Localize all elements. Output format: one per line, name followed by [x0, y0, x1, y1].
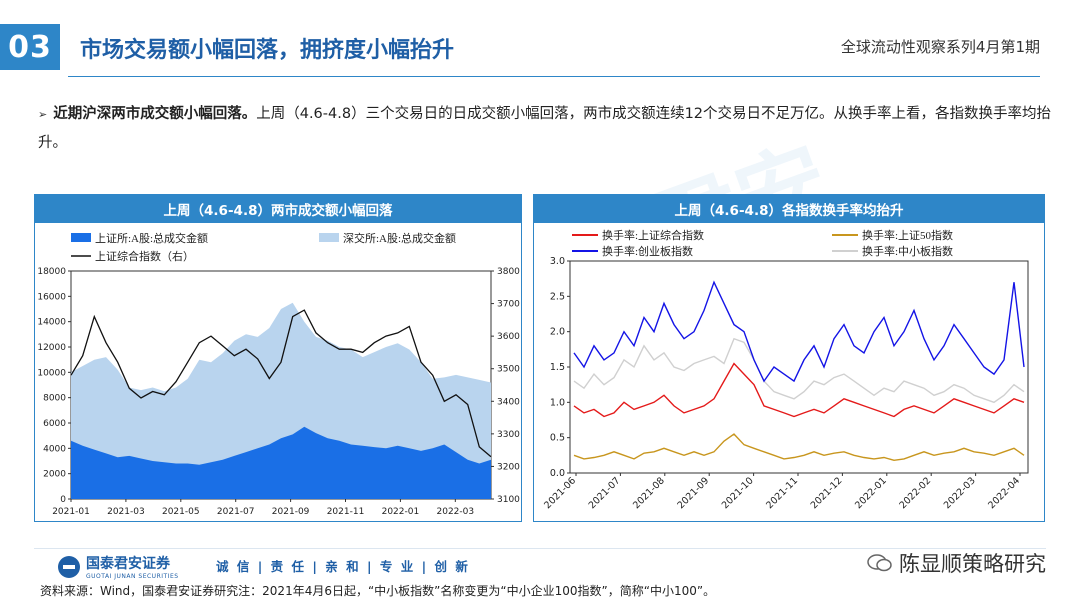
y-left-tick-label: 0 — [60, 495, 66, 505]
y-tick-label: 1.0 — [550, 397, 565, 408]
x-tick-label: 2021-08 — [631, 475, 667, 511]
page-title: 市场交易额小幅回落，拥挤度小幅抬升 — [80, 38, 455, 63]
x-tick-label: 2021-09 — [272, 507, 310, 517]
logo-english: GUOTAI JUNAN SECURITIES — [86, 573, 179, 580]
y-left-tick-label: 16000 — [37, 292, 66, 302]
x-tick-label: 2022-04 — [986, 475, 1022, 511]
y-left-tick-label: 12000 — [37, 343, 66, 353]
series-zx-turnover — [573, 337, 1025, 404]
y-tick-label: 3.0 — [550, 256, 565, 267]
legend-sh-label: 换手率:上证综合指数 — [602, 228, 704, 242]
x-tick-label: 2022-02 — [897, 475, 933, 511]
series-sh-area — [71, 426, 491, 499]
y-right-tick-label: 3400 — [497, 397, 520, 407]
y-right-tick-label: 3800 — [497, 267, 520, 277]
header-divider — [68, 76, 1040, 77]
report-series: 全球流动性观察系列4月第1期 — [840, 38, 1040, 56]
x-tick-label: 2021-07 — [217, 507, 255, 517]
series-sh-turnover — [573, 362, 1025, 418]
bullet-arrow-icon: ➢ — [38, 108, 48, 121]
y-right-tick-label: 3300 — [497, 430, 520, 440]
x-tick-label: 2021-05 — [162, 507, 200, 517]
y-left-tick-label: 4000 — [43, 444, 66, 454]
y-right-tick-label: 3100 — [497, 495, 520, 505]
logo-name: 国泰君安证券 — [86, 556, 170, 572]
y-right-tick-label: 3500 — [497, 365, 520, 375]
y-tick-label: 1.5 — [550, 362, 565, 373]
x-tick-label: 2022-01 — [853, 475, 889, 511]
wechat-icon — [867, 554, 892, 572]
slogan: 诚 信 | 责 任 | 亲 和 | 专 业 | 创 新 — [216, 559, 470, 574]
x-tick-label: 2021-03 — [107, 507, 145, 517]
plot-frame — [569, 260, 1029, 474]
y-right-tick-label: 3600 — [497, 332, 520, 342]
legend-swatch-sh — [71, 233, 91, 242]
x-tick-label: 2021-06 — [542, 475, 578, 511]
x-tick-label: 2022-03 — [942, 475, 978, 511]
bullet-bold: 近期沪深两市成交额小幅回落。 — [53, 106, 257, 122]
y-left-tick-label: 18000 — [37, 267, 66, 277]
legend-label-sz: 深交所:A股:总成交金额 — [343, 231, 456, 245]
y-tick-label: 2.5 — [550, 291, 565, 302]
legend-swatch-sz — [319, 233, 339, 242]
section-number: 03 — [0, 24, 60, 70]
x-tick-label: 2021-09 — [675, 475, 711, 511]
series-sz50-turnover — [573, 433, 1025, 462]
legend-label-sh: 上证所:A股:总成交金额 — [95, 231, 208, 245]
x-tick-label: 2022-03 — [437, 507, 475, 517]
y-right-tick-label: 3200 — [497, 462, 520, 472]
y-left-tick-label: 2000 — [43, 470, 66, 480]
wechat-name: 陈显顺策略研究 — [899, 552, 1046, 576]
series-index-line — [70, 309, 492, 458]
legend-cy-label: 换手率:创业板指数 — [602, 244, 693, 258]
wechat-account: 陈显顺策略研究 — [867, 548, 1046, 578]
summary-bullet: ➢ 近期沪深两市成交额小幅回落。上周（4.6-4.8）三个交易日的日成交额小幅回落… — [38, 100, 1068, 157]
x-tick-label: 2022-01 — [382, 507, 420, 517]
x-tick-label: 2021-11 — [327, 507, 365, 517]
x-tick-label: 2021-11 — [764, 475, 800, 511]
turnover-chart-panel: 上周（4.6-4.8）两市成交额小幅回落 上证所:A股:总成交金额 深交所:A股:… — [34, 194, 522, 522]
logo-icon — [58, 555, 80, 578]
turnover-chart-title: 上周（4.6-4.8）两市成交额小幅回落 — [35, 195, 521, 223]
legend-label-index: 上证综合指数（右） — [95, 249, 194, 263]
x-tick-label: 2021-07 — [587, 475, 623, 511]
company-logo: 国泰君安证券 GUOTAI JUNAN SECURITIES — [58, 553, 179, 580]
y-left-tick-label: 10000 — [37, 368, 66, 378]
y-tick-label: 0.5 — [550, 433, 565, 444]
footer-divider — [34, 548, 1046, 549]
y-left-tick-label: 6000 — [43, 419, 66, 429]
bullet-text: 上周（4.6-4.8）三个交易日的日成交额小幅回落，两市成交额连续12个交易日不… — [38, 106, 1052, 151]
y-tick-label: 0.0 — [550, 468, 565, 479]
turnover-rate-chart-title: 上周（4.6-4.8）各指数换手率均抬升 — [534, 195, 1044, 223]
x-tick-label: 2021-12 — [809, 475, 845, 511]
legend-sz50-label: 换手率:上证50指数 — [862, 228, 953, 242]
legend-zx-label: 换手率:中小板指数 — [862, 244, 953, 258]
y-right-tick-label: 3700 — [497, 300, 520, 310]
y-left-tick-label: 8000 — [43, 394, 66, 404]
source-note: 资料来源：Wind，国泰君安证券研究注：2021年4月6日起，“中小板指数”名称… — [40, 584, 716, 598]
turnover-rate-chart-panel: 上周（4.6-4.8）各指数换手率均抬升 换手率:上证综合指数 换手率:上证50指… — [533, 194, 1045, 522]
y-left-tick-label: 14000 — [37, 318, 66, 328]
x-tick-label: 2021-01 — [52, 507, 90, 517]
y-tick-label: 2.0 — [550, 327, 565, 338]
series-cy-turnover — [573, 280, 1025, 383]
x-tick-label: 2021-10 — [720, 475, 756, 511]
